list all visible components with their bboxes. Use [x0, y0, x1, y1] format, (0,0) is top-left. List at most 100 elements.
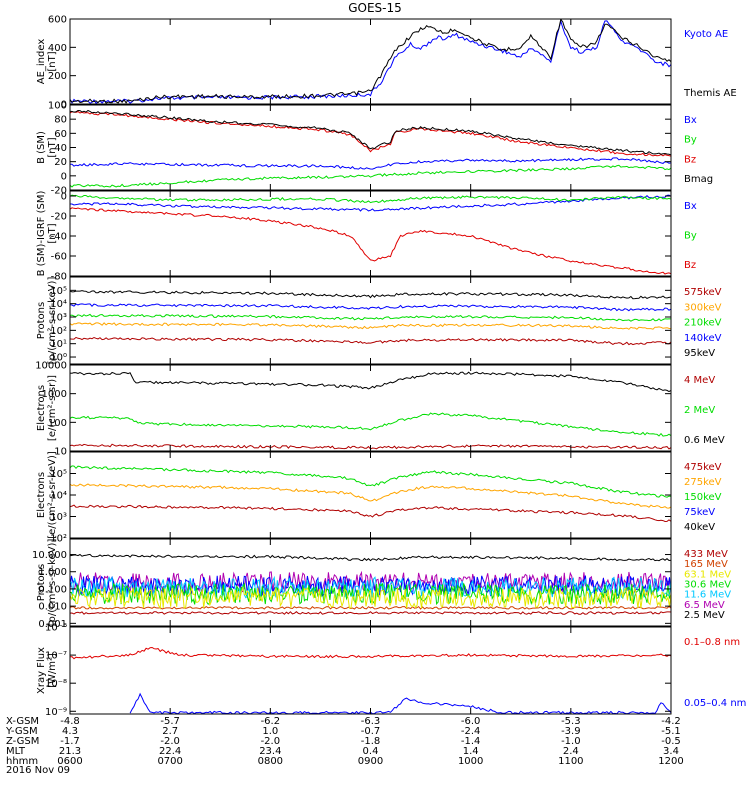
series-line-green: [70, 194, 671, 204]
ephem-value: 4.3: [62, 726, 78, 737]
y-tick-label: 10³: [50, 512, 67, 523]
series-line-red: [70, 207, 671, 275]
series-line-darkred: [70, 504, 671, 523]
ephem-value: 0800: [258, 756, 283, 767]
legend-entry: 63.1 MeV: [684, 569, 731, 580]
y-tick-label: -40: [51, 232, 67, 243]
y-tick-label: 100: [48, 101, 67, 112]
panel-frame: [69, 451, 672, 539]
ephem-value: 21.3: [59, 746, 81, 757]
ephem-value: 1200: [658, 756, 683, 767]
y-tick-label: 400: [48, 43, 67, 54]
series-line-blue: [70, 194, 671, 212]
legend-entry: Bx: [684, 115, 697, 126]
legend-entry: 40keV: [684, 522, 715, 533]
noise-line-yellow: [70, 585, 671, 610]
ephem-row-label: Z-GSM: [6, 736, 39, 747]
legend-entry: Kyoto AE: [684, 29, 728, 40]
ephem-value: 0600: [57, 756, 82, 767]
ephem-value: 1.4: [463, 746, 479, 757]
series-line-blue: [70, 19, 671, 104]
ephem-value: 1000: [458, 756, 483, 767]
y-tick-label: 10: [54, 447, 67, 458]
series-group: [70, 290, 671, 346]
panel-frame: [69, 626, 672, 715]
y-tick-label: 10²: [50, 326, 67, 337]
y-tick-label: 40: [54, 143, 67, 154]
y-tick-label: -20: [51, 186, 67, 197]
panel-frame: [69, 364, 672, 452]
legend-entry: Bmag: [684, 174, 713, 185]
series-line-blue: [70, 303, 671, 312]
legend-entry: Themis AE: [683, 88, 737, 99]
legend-entry: 2.5 MeV: [684, 610, 725, 621]
legend-entry: 95keV: [684, 348, 715, 359]
legend-entry: 275keV: [684, 477, 722, 488]
legend-entry: 11.6 MeV: [684, 590, 731, 601]
y-axis-label: [p/(cm²-s-sr-keV)]: [47, 539, 58, 627]
y-tick-label: 10⁻⁷: [45, 651, 67, 662]
y-axis-label: [nT]: [47, 137, 58, 157]
legend-entry: Bz: [684, 260, 696, 271]
y-tick-label: 1000: [42, 389, 67, 400]
series-line-blue: [70, 157, 671, 170]
ephem-value: -1.4: [461, 736, 481, 747]
series-line-darkred: [70, 336, 671, 346]
ephem-value: -0.7: [361, 726, 381, 737]
ephem-value: -1.7: [60, 736, 80, 747]
legend-entry: 75keV: [684, 507, 715, 518]
series-line-orange: [70, 322, 671, 330]
ephem-value: 1100: [558, 756, 583, 767]
y-tick-label: 100: [48, 418, 67, 429]
y-tick-label: 10⁵: [50, 286, 67, 297]
series-group: [70, 646, 671, 714]
ephem-value: 0700: [157, 756, 182, 767]
y-tick-label: 0: [61, 100, 67, 111]
legend-entry: 2 MeV: [684, 405, 715, 416]
y-tick-label: 80: [54, 115, 67, 126]
legend-entry: 0.6 MeV: [684, 435, 725, 446]
series-line-blue: [129, 692, 671, 714]
series-line-red: [70, 646, 671, 660]
ephem-value: -2.0: [160, 736, 180, 747]
panel-bigrf: -80 -60 -40 -20 0 B (SM)-IGRF (SM) [nT] Bx By Bz: [36, 190, 697, 283]
panel-frame: [69, 276, 672, 365]
y-axis-label: Protons: [36, 564, 47, 601]
y-tick-label: 10²: [50, 534, 67, 545]
ephem-value: -3.9: [561, 726, 581, 737]
series-line-darkred: [70, 611, 671, 615]
date-label: 2016 Nov 09: [6, 765, 70, 776]
y-axis-label: [p/(cm²-s-sr-keV)]: [47, 277, 58, 365]
y-tick-label: 10⁵: [50, 469, 67, 480]
ephem-value: -1.0: [561, 736, 581, 747]
series-group: [70, 465, 671, 523]
y-axis-label: Electrons: [36, 385, 47, 431]
y-tick-label: -60: [51, 252, 67, 263]
legend-entry: 575keV: [684, 287, 722, 298]
ephem-value: 2.4: [563, 746, 579, 757]
y-axis-label: Electrons: [36, 472, 47, 518]
series-group: [70, 371, 671, 450]
y-tick-label: 10⁴: [50, 491, 67, 502]
ephem-value: -2.4: [461, 726, 481, 737]
ephem-row-label: hhmm: [6, 756, 38, 767]
legend-entry: 300keV: [684, 302, 722, 313]
y-axis-label: [nT]: [47, 51, 58, 71]
ephem-value: -2.0: [261, 736, 281, 747]
ephem-row-label: X-GSM: [6, 716, 39, 727]
y-tick-label: 10¹: [50, 339, 67, 350]
series-line-green: [70, 164, 671, 188]
ephem-value: 2.7: [162, 726, 178, 737]
panel-bsm: -20 0 20 40 60 80 100 B (SM) [nT] Bx By Bz Bmag: [36, 101, 713, 197]
y-tick-label: 10³: [50, 313, 67, 324]
y-axis-label: [e/(cm²-s-sr-keV)]: [47, 451, 58, 539]
legend-entry: By: [684, 135, 697, 146]
legend-entry: 0.1–0.8 nm: [684, 637, 740, 648]
y-tick-label: 10⁻⁸: [45, 679, 67, 690]
ephem-value: -5.7: [160, 716, 180, 727]
ephem-value: -6.2: [261, 716, 281, 727]
plot-title: GOES-15: [348, 1, 402, 15]
y-axis-label: B (SM)-IGRF (SM): [36, 191, 47, 277]
legend-entry: 210keV: [684, 318, 722, 329]
